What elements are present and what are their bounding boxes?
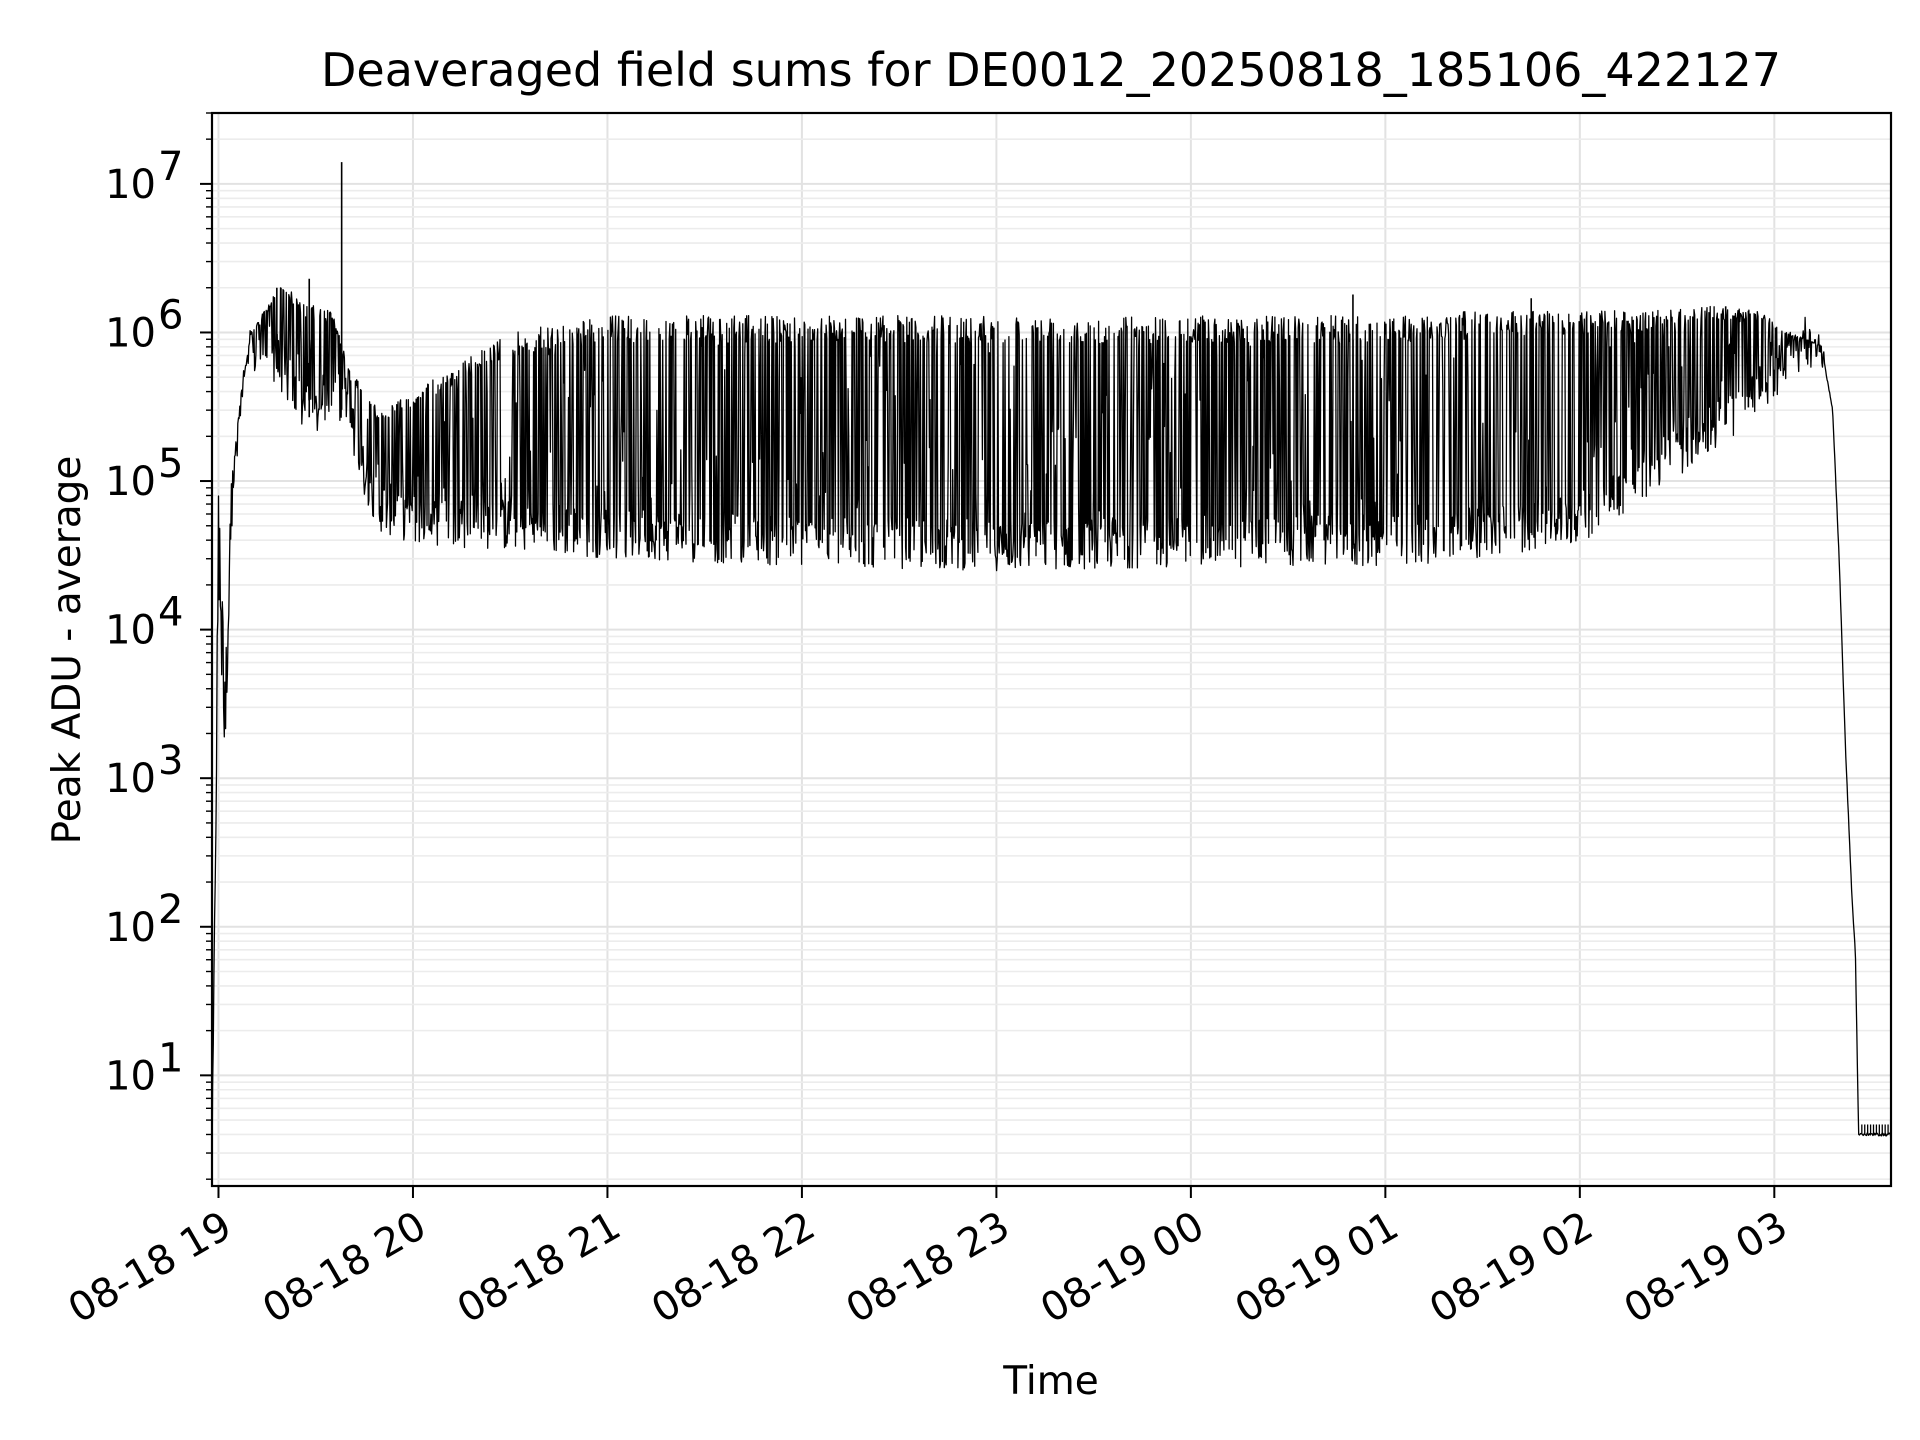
x-tick-label: 08-18 19 <box>61 1203 240 1333</box>
x-tick-label: 08-18 23 <box>839 1203 1018 1333</box>
x-tick-label: 08-19 00 <box>1033 1203 1212 1333</box>
y-tick-exponent: 6 <box>158 292 183 338</box>
x-tick-label: 08-19 02 <box>1422 1203 1601 1333</box>
y-tick-exponent: 3 <box>158 738 183 784</box>
y-tick-exponent: 2 <box>158 887 183 933</box>
grid-layer <box>212 112 1891 1186</box>
x-tick-label: 08-18 20 <box>255 1203 434 1333</box>
x-tick-label: 08-18 22 <box>644 1203 823 1333</box>
y-tick-label: 10 <box>105 905 156 951</box>
y-tick-label: 10 <box>105 756 156 802</box>
y-tick-exponent: 1 <box>158 1035 183 1081</box>
y-tick-base: 10 <box>105 459 156 505</box>
series-line <box>211 287 1892 1180</box>
tick-layer: 08-18 19 08-18 20 08-18 21 08-18 22 08-18 23… <box>61 112 1796 1333</box>
y-tick-exponent: 4 <box>158 590 183 636</box>
series-layer <box>211 162 1892 1180</box>
x-tick-label: 08-19 01 <box>1228 1203 1407 1333</box>
x-tick-label: 08-19 03 <box>1617 1203 1796 1333</box>
y-tick-label: 10 <box>105 162 156 208</box>
x-tick-label: 08-18 21 <box>450 1203 629 1333</box>
x-axis-title: Time <box>1002 1359 1098 1404</box>
y-tick-base: 10 <box>105 1053 156 1099</box>
y-tick-base: 10 <box>105 310 156 356</box>
chart-title: Deaveraged field sums for DE0012_2025081… <box>321 43 1781 97</box>
y-tick-base: 10 <box>105 162 156 208</box>
y-axis-title: Peak ADU - average <box>45 456 90 845</box>
y-tick-label: 10 <box>105 310 156 356</box>
y-tick-exponent: 7 <box>158 144 183 190</box>
y-tick-label: 10 <box>105 1053 156 1099</box>
y-tick-exponent: 5 <box>158 441 183 487</box>
y-tick-base: 10 <box>105 608 156 654</box>
y-tick-label: 10 <box>105 608 156 654</box>
y-tick-label: 10 <box>105 459 156 505</box>
y-tick-base: 10 <box>105 756 156 802</box>
plot-frame <box>210 111 1893 1188</box>
y-tick-base: 10 <box>105 905 156 951</box>
